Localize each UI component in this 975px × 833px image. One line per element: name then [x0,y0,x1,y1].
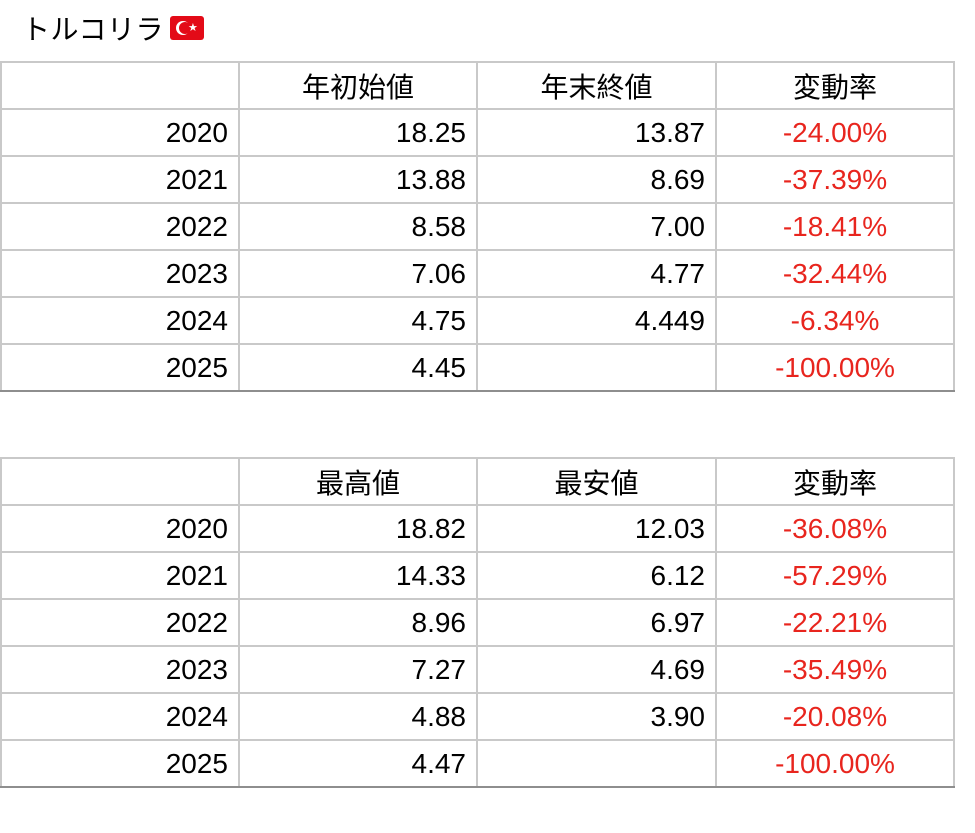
high-value-cell: 8.96 [238,598,478,647]
low-value-cell: 6.97 [476,598,717,647]
table-row: 2023 7.06 4.77 -32.44% [0,249,955,298]
low-value-cell: 4.69 [476,645,717,694]
change-rate-cell: -37.39% [715,155,955,204]
low-value-cell: 12.03 [476,504,717,553]
open-value-cell: 4.45 [238,343,478,392]
header-cell-low: 最安値 [476,457,717,506]
low-value-cell: 3.90 [476,692,717,741]
table-row: 2024 4.75 4.449 -6.34% [0,296,955,345]
table-header-row: 年初始値 年末終値 変動率 [0,61,955,110]
year-cell: 2022 [0,202,240,251]
table-row: 2021 13.88 8.69 -37.39% [0,155,955,204]
table-row: 2021 14.33 6.12 -57.29% [0,551,955,600]
high-value-cell: 4.47 [238,739,478,788]
close-value-cell: 7.00 [476,202,717,251]
year-cell: 2025 [0,343,240,392]
year-cell: 2024 [0,692,240,741]
header-cell-open: 年初始値 [238,61,478,110]
header-cell-empty [0,457,240,506]
open-value-cell: 13.88 [238,155,478,204]
high-value-cell: 14.33 [238,551,478,600]
change-rate-cell: -100.00% [715,343,955,392]
table-row: 2025 4.45 -100.00% [0,343,955,392]
change-rate-cell: -36.08% [715,504,955,553]
table-row: 2023 7.27 4.69 -35.49% [0,645,955,694]
year-cell: 2024 [0,296,240,345]
table-row: 2020 18.82 12.03 -36.08% [0,504,955,553]
open-value-cell: 4.75 [238,296,478,345]
close-value-cell: 8.69 [476,155,717,204]
close-value-cell: 13.87 [476,108,717,157]
close-value-cell: 4.77 [476,249,717,298]
title-text: トルコリラ [22,14,164,45]
year-cell: 2020 [0,504,240,553]
high-value-cell: 7.27 [238,645,478,694]
close-value-cell [476,343,717,392]
turkey-flag-icon: ★ [169,16,204,40]
high-value-cell: 18.82 [238,504,478,553]
change-rate-cell: -18.41% [715,202,955,251]
open-close-table: 年初始値 年末終値 変動率 2020 18.25 13.87 -24.00% 2… [0,61,955,392]
change-rate-cell: -24.00% [715,108,955,157]
year-cell: 2021 [0,155,240,204]
open-value-cell: 8.58 [238,202,478,251]
table-row: 2022 8.58 7.00 -18.41% [0,202,955,251]
change-rate-cell: -35.49% [715,645,955,694]
header-cell-high: 最高値 [238,457,478,506]
low-value-cell: 6.12 [476,551,717,600]
header-cell-change: 変動率 [715,61,955,110]
header-cell-empty [0,61,240,110]
close-value-cell: 4.449 [476,296,717,345]
table-row: 2020 18.25 13.87 -24.00% [0,108,955,157]
table-row: 2024 4.88 3.90 -20.08% [0,692,955,741]
header-cell-change: 変動率 [715,457,955,506]
change-rate-cell: -22.21% [715,598,955,647]
year-cell: 2022 [0,598,240,647]
page-title: トルコリラ ★ [22,8,204,48]
year-cell: 2020 [0,108,240,157]
year-cell: 2025 [0,739,240,788]
change-rate-cell: -100.00% [715,739,955,788]
year-cell: 2021 [0,551,240,600]
table-header-row: 最高値 最安値 変動率 [0,457,955,506]
year-cell: 2023 [0,249,240,298]
header-cell-close: 年末終値 [476,61,717,110]
high-value-cell: 4.88 [238,692,478,741]
open-value-cell: 18.25 [238,108,478,157]
low-value-cell [476,739,717,788]
change-rate-cell: -20.08% [715,692,955,741]
open-value-cell: 7.06 [238,249,478,298]
table-row: 2022 8.96 6.97 -22.21% [0,598,955,647]
high-low-table: 最高値 最安値 変動率 2020 18.82 12.03 -36.08% 202… [0,457,955,788]
change-rate-cell: -57.29% [715,551,955,600]
table-row: 2025 4.47 -100.00% [0,739,955,788]
year-cell: 2023 [0,645,240,694]
change-rate-cell: -32.44% [715,249,955,298]
change-rate-cell: -6.34% [715,296,955,345]
